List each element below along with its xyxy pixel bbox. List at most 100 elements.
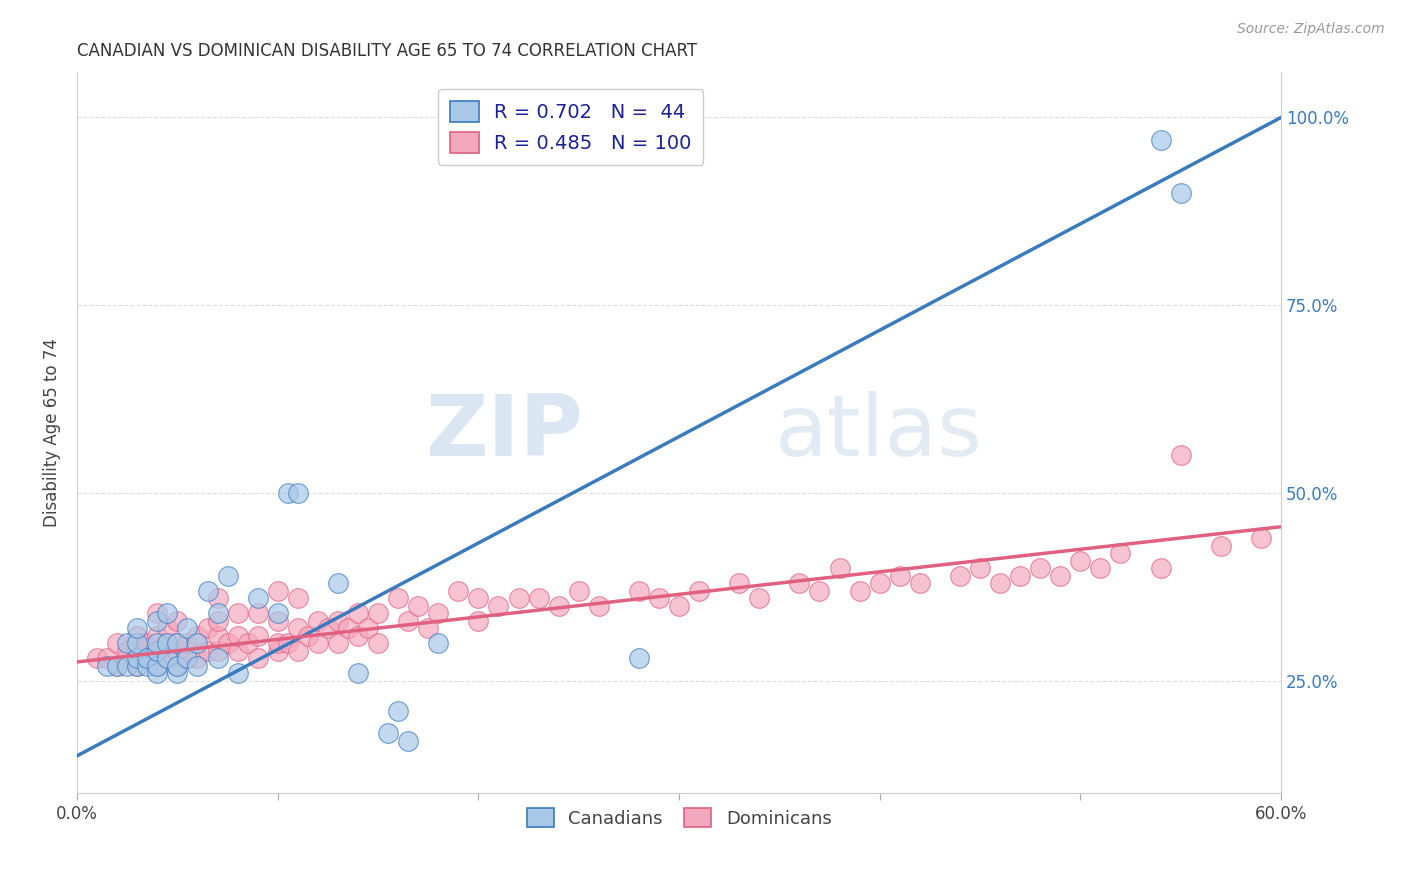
Point: [166, 658, 188, 673]
Point: [146, 658, 169, 673]
Point: [166, 614, 188, 628]
Point: [136, 636, 159, 650]
Point: [146, 643, 169, 657]
Point: [326, 576, 349, 591]
Point: [287, 621, 309, 635]
Legend: Canadians, Dominicans: Canadians, Dominicans: [519, 800, 839, 835]
Point: [588, 599, 610, 613]
Point: [848, 583, 870, 598]
Point: [267, 643, 290, 657]
Point: [166, 658, 188, 673]
Point: [267, 636, 290, 650]
Point: [246, 629, 269, 643]
Point: [347, 606, 370, 620]
Point: [197, 621, 219, 635]
Point: [1250, 531, 1272, 545]
Point: [156, 606, 179, 620]
Point: [336, 621, 359, 635]
Point: [136, 651, 159, 665]
Point: [146, 614, 169, 628]
Point: [156, 636, 179, 650]
Point: [406, 599, 429, 613]
Point: [146, 606, 169, 620]
Point: [127, 621, 149, 635]
Point: [166, 643, 188, 657]
Point: [207, 629, 229, 643]
Point: [347, 629, 370, 643]
Point: [307, 636, 329, 650]
Point: [186, 629, 208, 643]
Point: [146, 643, 169, 657]
Point: [1010, 568, 1032, 582]
Text: ZIP: ZIP: [425, 392, 582, 475]
Point: [127, 651, 149, 665]
Point: [236, 636, 259, 650]
Point: [447, 583, 470, 598]
Point: [427, 636, 450, 650]
Point: [1090, 561, 1112, 575]
Point: [246, 591, 269, 606]
Point: [1049, 568, 1071, 582]
Point: [207, 651, 229, 665]
Point: [488, 599, 510, 613]
Point: [217, 636, 239, 650]
Point: [869, 576, 891, 591]
Point: [347, 666, 370, 681]
Point: [226, 629, 249, 643]
Point: [1170, 186, 1192, 200]
Text: Source: ZipAtlas.com: Source: ZipAtlas.com: [1237, 22, 1385, 37]
Point: [547, 599, 569, 613]
Point: [527, 591, 550, 606]
Point: [186, 658, 208, 673]
Point: [287, 643, 309, 657]
Point: [277, 486, 299, 500]
Point: [467, 591, 489, 606]
Point: [117, 651, 139, 665]
Point: [988, 576, 1011, 591]
Point: [127, 643, 149, 657]
Point: [297, 629, 319, 643]
Point: [197, 643, 219, 657]
Point: [217, 568, 239, 582]
Point: [136, 658, 159, 673]
Point: [1029, 561, 1052, 575]
Point: [105, 658, 128, 673]
Point: [166, 666, 188, 681]
Point: [146, 636, 169, 650]
Point: [156, 651, 179, 665]
Point: [668, 599, 690, 613]
Point: [367, 606, 389, 620]
Text: atlas: atlas: [775, 392, 983, 475]
Point: [207, 591, 229, 606]
Point: [146, 666, 169, 681]
Point: [307, 614, 329, 628]
Point: [969, 561, 991, 575]
Point: [186, 636, 208, 650]
Point: [568, 583, 591, 598]
Point: [1109, 546, 1132, 560]
Point: [166, 636, 188, 650]
Point: [117, 658, 139, 673]
Point: [1149, 133, 1171, 147]
Point: [207, 606, 229, 620]
Point: [326, 614, 349, 628]
Point: [156, 651, 179, 665]
Point: [156, 636, 179, 650]
Point: [688, 583, 710, 598]
Point: [156, 621, 179, 635]
Point: [396, 614, 419, 628]
Point: [1170, 449, 1192, 463]
Point: [186, 651, 208, 665]
Point: [748, 591, 770, 606]
Point: [648, 591, 671, 606]
Point: [396, 733, 419, 747]
Point: [1209, 539, 1232, 553]
Point: [86, 651, 108, 665]
Point: [367, 636, 389, 650]
Point: [267, 583, 290, 598]
Point: [127, 629, 149, 643]
Point: [207, 643, 229, 657]
Point: [287, 591, 309, 606]
Point: [105, 658, 128, 673]
Point: [1069, 553, 1091, 567]
